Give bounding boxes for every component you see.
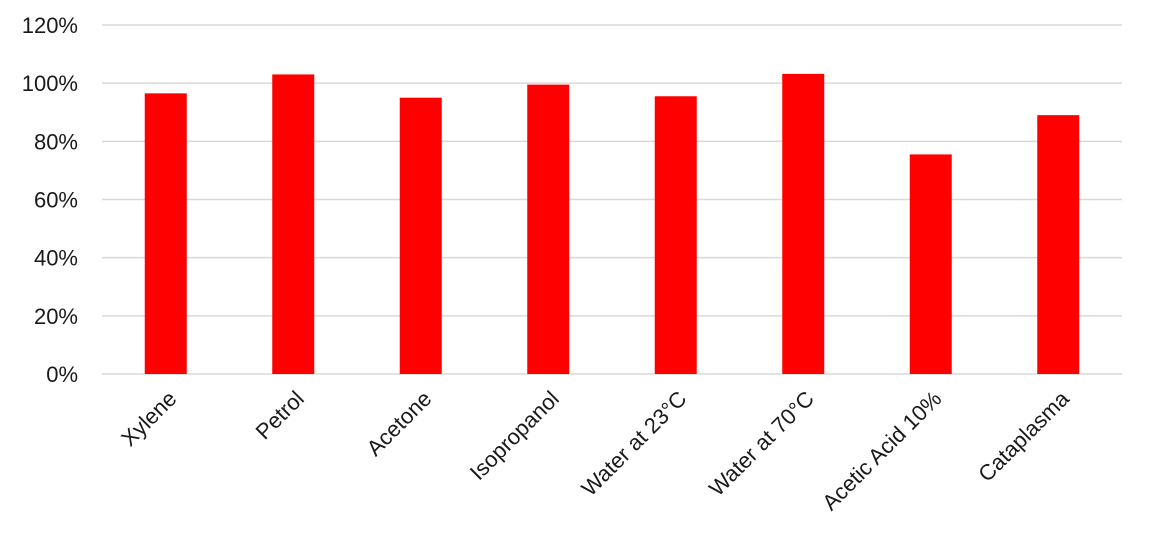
bar-xylene <box>144 93 187 375</box>
bar-acetone <box>399 97 442 374</box>
y-tick-label: 80% <box>34 129 78 154</box>
x-category-label: Water at 23°C <box>576 386 691 501</box>
gridlines <box>102 24 1122 375</box>
bar-isopropanol <box>527 84 570 374</box>
y-tick-label: 120% <box>22 13 78 38</box>
bars <box>144 73 1080 375</box>
bar-petrol <box>272 74 315 375</box>
x-category-label: Acetic Acid 10% <box>817 386 946 515</box>
y-tick-label: 60% <box>34 188 78 213</box>
bar-water-at-70-c <box>782 73 825 375</box>
y-tick-label: 0% <box>46 362 78 387</box>
x-category-label: Petrol <box>251 386 309 444</box>
bar-water-at-23-c <box>654 96 697 375</box>
x-category-label: Isopropanol <box>465 386 564 485</box>
x-category-label: Xylene <box>116 386 181 451</box>
bar-acetic-acid-10 <box>909 154 952 374</box>
x-category-label: Water at 70°C <box>704 386 819 501</box>
x-category-label: Acetone <box>362 386 437 461</box>
y-tick-label: 100% <box>22 71 78 96</box>
y-axis-ticks: 0% 20% 40% 60% 80% 100% 120% <box>22 13 78 387</box>
bar-cataplasma <box>1037 115 1080 375</box>
y-tick-label: 20% <box>34 304 78 329</box>
x-axis-labels: Xylene Petrol Acetone Isopropanol Water at 2… <box>116 385 1074 515</box>
x-category-label: Cataplasma <box>973 385 1074 486</box>
y-tick-label: 40% <box>34 246 78 271</box>
